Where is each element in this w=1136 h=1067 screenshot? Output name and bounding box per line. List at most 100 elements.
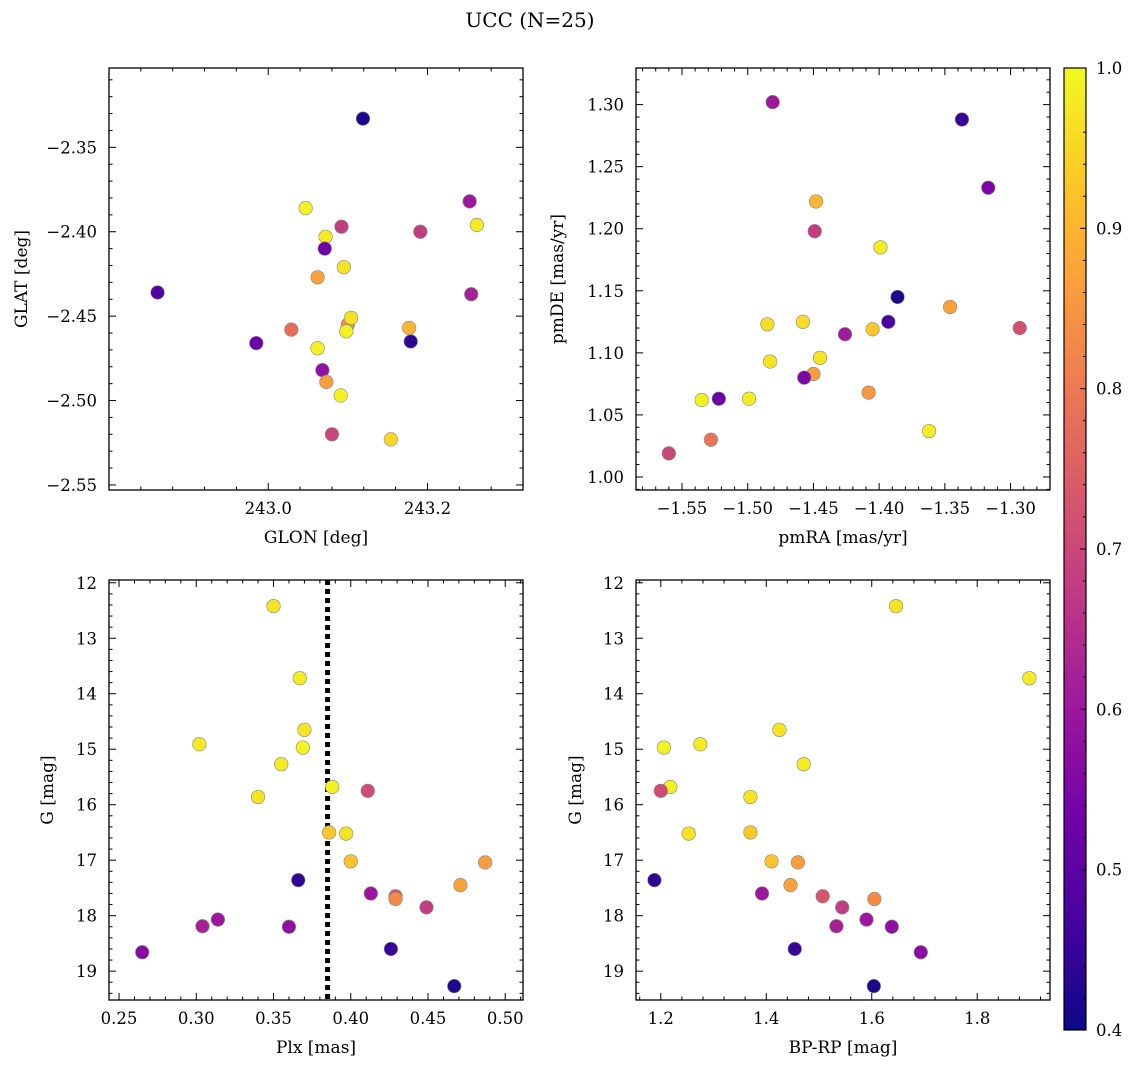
axis-ticks	[636, 580, 1050, 1000]
axes-frame	[635, 579, 1051, 1001]
y-tick-label: 16	[76, 796, 97, 815]
y-axis-label: GLAT [deg]	[12, 230, 32, 328]
scatter-point	[888, 598, 904, 614]
scatter-point	[291, 873, 306, 888]
y-axis-label: G [mag]	[38, 755, 58, 824]
axes-frame	[635, 67, 1051, 491]
scatter-point	[310, 270, 325, 285]
scatter-point	[743, 789, 758, 805]
colorbar-tick-label: 0.8	[1096, 380, 1122, 399]
scatter-point	[835, 900, 850, 915]
y-tick-label: 19	[603, 962, 624, 981]
y-tick-label: 12	[76, 574, 97, 593]
x-tick-label: −1.55	[657, 499, 708, 518]
axis-ticks	[109, 580, 523, 1000]
scatter-point	[807, 224, 822, 239]
scatter-point	[339, 826, 354, 841]
scatter-point	[653, 783, 668, 798]
scatter-point	[343, 310, 359, 325]
scatter-point	[325, 779, 340, 795]
scatter-point	[266, 598, 281, 614]
x-tick-label: 243.2	[404, 499, 451, 518]
x-tick-label: 1.4	[753, 1009, 779, 1028]
x-tick-label: 1.2	[648, 1009, 674, 1028]
scatter-point	[1012, 320, 1027, 336]
x-tick-label: 0.45	[410, 1009, 447, 1028]
y-tick-label: 1.05	[587, 406, 624, 425]
y-tick-label: 18	[603, 907, 624, 926]
scatter-point	[383, 941, 399, 957]
x-tick-label: 243.0	[245, 499, 292, 518]
scatter-point	[760, 317, 775, 332]
scatter-points	[150, 111, 484, 447]
panel-glon-glat: 243.0 243.2 −2.55 −2.50 −2.45 −2.40 −2.35 GLON …	[12, 67, 524, 548]
y-tick-label: −2.40	[46, 223, 97, 242]
scatter-point	[765, 95, 780, 110]
y-tick-label: 17	[603, 851, 624, 870]
y-tick-label: 15	[603, 740, 624, 759]
scatter-point	[250, 789, 266, 805]
y-tick-label: 1.10	[587, 344, 624, 363]
axes-frame	[108, 67, 524, 491]
scatter-point	[447, 979, 462, 994]
scatter-point	[388, 891, 403, 907]
axes-frame	[108, 579, 524, 1001]
x-tick-label: 0.30	[178, 1009, 215, 1028]
y-tick-label: −2.50	[46, 392, 97, 411]
scatter-point	[711, 391, 726, 406]
scatter-point	[298, 201, 313, 216]
scatter-point	[808, 194, 824, 209]
x-tick-label: −1.35	[920, 499, 971, 518]
colorbar-tick-label: 0.5	[1096, 861, 1122, 880]
x-tick-label: 0.25	[101, 1009, 138, 1028]
y-tick-label: −2.35	[46, 138, 97, 157]
scatter-point	[297, 722, 312, 737]
scatter-point	[890, 289, 905, 305]
scatter-point	[787, 941, 802, 957]
scatter-point	[772, 722, 787, 737]
scatter-point	[210, 912, 226, 927]
scatter-point	[884, 919, 899, 934]
scatter-point	[764, 854, 779, 869]
x-axis-label: pmRA [mas/yr]	[778, 528, 907, 548]
scatter-point	[464, 287, 479, 302]
scatter-point	[363, 886, 378, 901]
scatter-point	[319, 374, 334, 390]
scatter-point	[703, 432, 719, 447]
y-tick-label: −2.45	[46, 307, 97, 326]
x-tick-label: 0.50	[487, 1009, 524, 1028]
scatter-point	[333, 388, 348, 403]
panel-bprp-g: 1.2 1.4 1.6 1.8 12 13 14 15 16 17 18 19 BP-RP [mag] G…	[566, 574, 1051, 1058]
y-tick-label: 15	[76, 740, 97, 759]
x-tick-label: 0.35	[255, 1009, 292, 1028]
scatter-point	[921, 423, 937, 439]
colorbar-tick-label: 0.6	[1096, 700, 1122, 719]
scatter-point	[913, 945, 928, 960]
scatter-point	[837, 327, 853, 342]
scatter-point	[402, 320, 417, 336]
y-axis-label: pmDE [mas/yr]	[548, 214, 568, 344]
colorbar-tick-label: 0.9	[1096, 219, 1122, 238]
scatter-point	[859, 912, 874, 927]
y-tick-label: 1.25	[587, 158, 624, 177]
figure-title: UCC (N=25)	[465, 8, 594, 32]
scatter-point	[462, 194, 477, 209]
x-tick-label: −1.30	[985, 499, 1036, 518]
scatter-point	[324, 427, 340, 442]
scatter-point	[135, 945, 150, 960]
scatter-point	[453, 878, 468, 893]
x-axis-label: BP-RP [mag]	[789, 1038, 898, 1058]
scatter-point	[334, 219, 349, 234]
scatter-point	[867, 891, 882, 907]
scatter-point	[274, 757, 289, 772]
y-axis-label: G [mag]	[566, 755, 586, 824]
scatter-point	[829, 919, 844, 934]
scatter-point	[741, 391, 757, 406]
colorbar: 0.4 0.5 0.6 0.7 0.8 0.9 1.0	[1063, 59, 1122, 1040]
scatter-point	[1022, 671, 1037, 686]
y-tick-label: 14	[76, 685, 97, 704]
x-tick-label: 0.40	[332, 1009, 369, 1028]
y-tick-label: 16	[603, 796, 624, 815]
scatter-point	[336, 260, 351, 275]
y-tick-label: 1.20	[587, 220, 624, 239]
